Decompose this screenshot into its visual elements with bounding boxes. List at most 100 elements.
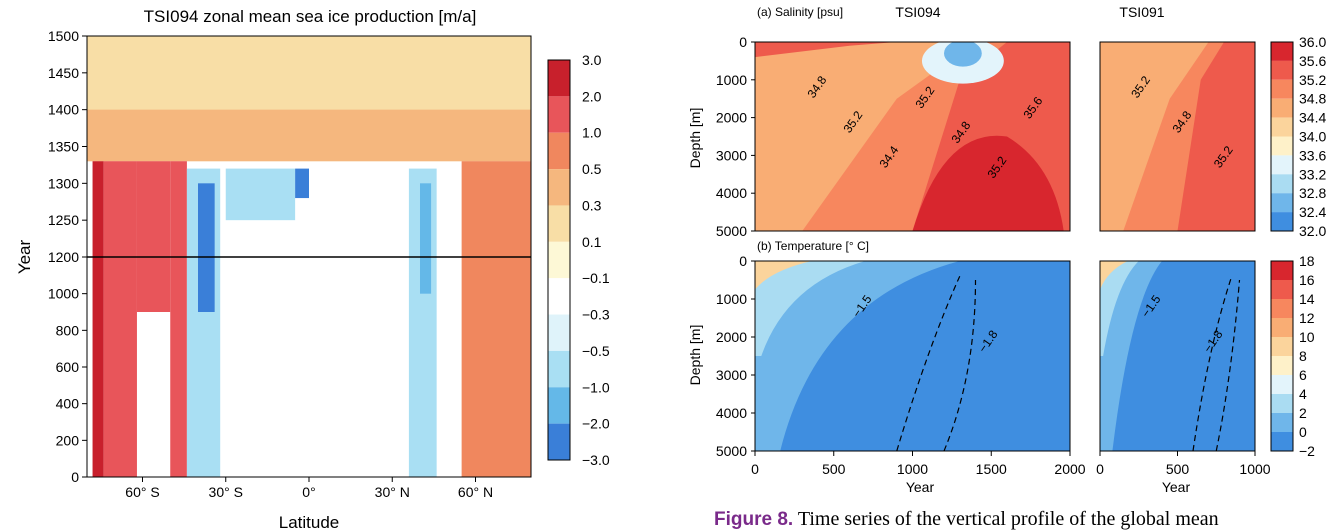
ice-region-5: [170, 161, 187, 477]
ice-region-4: [136, 161, 171, 312]
x-tick-label: 0°: [302, 484, 315, 500]
profile-colorbar-swatch: [1271, 394, 1293, 413]
y-tick-label: 1000: [48, 286, 79, 302]
temperature-band-2: [1100, 261, 1162, 451]
profile-colorbar-swatch: [1271, 155, 1293, 175]
x-tick-label: 60° N: [458, 484, 493, 500]
y-tick-label: 600: [56, 359, 80, 375]
colorbar-swatch: [548, 60, 570, 97]
profile-colorbar-label: 6: [1299, 367, 1307, 383]
depth-tick-label: 0: [739, 34, 747, 50]
x-axis: 60° S 30° S 0° 30° N 60° N: [125, 477, 493, 500]
colorbar-label: −0.3: [582, 307, 610, 323]
y-tick-label: 1500: [48, 28, 79, 44]
profile-field: [755, 261, 1070, 451]
colorbar-swatch: [548, 96, 570, 133]
y-tick-label: 1350: [48, 139, 79, 155]
colorbar-label: 0.3: [582, 197, 602, 213]
subplot-frame: [754, 41, 1071, 232]
colorbar-label: −3.0: [582, 452, 610, 468]
profile-colorbar-label: 4: [1299, 386, 1307, 402]
x-axis-label: Latitude: [279, 513, 340, 532]
salinity-core-360: [912, 135, 1064, 231]
subplot-frame: [1099, 41, 1256, 232]
colorbar-label: 0.1: [582, 234, 602, 250]
temperature-band-2: [755, 261, 960, 451]
profile-colorbar-swatch: [1271, 261, 1293, 280]
x-tick-label: 30° S: [209, 484, 243, 500]
profile-colorbar-swatch: [1271, 98, 1293, 118]
year-tick-label: 2000: [1054, 461, 1085, 477]
depth-tick-label: 0: [739, 253, 747, 269]
profile-colorbar-frame: [1270, 41, 1294, 232]
year-tick-label: 1000: [1239, 461, 1270, 477]
profile-colorbar-swatch: [1271, 174, 1293, 194]
profile-colorbar-label: 2: [1299, 405, 1307, 421]
x-axis-label-left: Year: [906, 479, 935, 495]
profile-colorbar-label: 32.4: [1299, 204, 1326, 220]
sea-ice-field: [87, 36, 531, 477]
profile-colorbar-frame: [1270, 260, 1294, 452]
profile-field: [1100, 261, 1255, 451]
profile-colorbar-swatch: [1271, 280, 1293, 299]
profile-colorbar-label: 34.4: [1299, 110, 1326, 126]
profile-colorbar-label: 34.0: [1299, 129, 1326, 145]
profile-colorbar-label: 34.8: [1299, 91, 1326, 107]
y-tick-label: 1300: [48, 175, 79, 191]
profile-colorbar-swatch: [1271, 432, 1293, 451]
colorbar-swatch: [548, 169, 570, 206]
caption-text: Time series of the vertical profile of t…: [793, 508, 1219, 530]
ice-region-12: [461, 161, 531, 477]
temperature-band-warm: [1100, 261, 1128, 290]
temperature-y-label: Depth [m]: [687, 325, 703, 386]
colorbar-frame: [547, 59, 571, 461]
colorbar: 3.0 2.0 1.0 0.5 0.3 0.1 −0.1 −0.3 −0.5 −1.0 −2.0 −3…: [547, 52, 610, 468]
profile-colorbar-label: 32.8: [1299, 185, 1326, 201]
profile-colorbar-swatch: [1271, 212, 1293, 231]
depth-tick-label: 2000: [716, 110, 747, 126]
y-tick-label: 1250: [48, 212, 79, 228]
y-axis-label: Year: [15, 239, 34, 274]
colorbar-label: −2.0: [582, 416, 610, 432]
colorbar-swatch: [548, 205, 570, 242]
colorbar-swatch: [548, 387, 570, 424]
profile-colorbar-label: 36.0: [1299, 34, 1326, 50]
profile-colorbar-label: 0: [1299, 424, 1307, 440]
depth-tick-label: 1000: [716, 72, 747, 88]
colorbar-swatch: [548, 314, 570, 351]
x-tick-label: 30° N: [375, 484, 410, 500]
colorbar-label: −0.5: [582, 343, 610, 359]
year-tick-label: 1000: [897, 461, 928, 477]
year-tick-label: 0: [1096, 461, 1104, 477]
contour-minus-1-5: [1192, 276, 1233, 451]
profile-colorbars: 36.0 35.6 35.2 34.8 34.4 34.0 33.6 33.2 32.8 32.4…: [1270, 34, 1326, 459]
profile-colorbar-swatch: [1271, 136, 1293, 156]
profile-colorbar-label: 10: [1299, 329, 1315, 345]
y-tick-label: 200: [56, 432, 80, 448]
depth-tick-label: 1000: [716, 291, 747, 307]
colorbar-swatch: [548, 350, 570, 388]
colorbar-label: 1.0: [582, 125, 602, 141]
salinity-y-label: Depth [m]: [687, 108, 703, 169]
ice-region-8: [225, 168, 296, 221]
y-tick-label: 1450: [48, 65, 79, 81]
depth-tick-label: 3000: [716, 147, 747, 163]
ice-region-1: [87, 109, 531, 162]
profile-colorbar-label: 33.6: [1299, 147, 1326, 163]
y-tick-label: 400: [56, 396, 80, 412]
colorbar-swatch: [548, 278, 570, 315]
colorbar-label: −1.0: [582, 379, 610, 395]
subplot-title-tsi094: TSI094: [895, 4, 940, 20]
colorbar-label: 0.5: [582, 161, 602, 177]
colorbar-swatch: [548, 132, 570, 170]
year-tick-label: 500: [1166, 461, 1190, 477]
contour-minus-1-8: [943, 279, 977, 451]
colorbar-swatch: [548, 241, 570, 279]
year-axis: 0 500 1000 1500 2000 0 500 1000: [751, 451, 1271, 477]
profile-colorbar-swatch: [1271, 60, 1293, 80]
ice-region-9: [295, 168, 309, 199]
colorbar-label: 3.0: [582, 52, 602, 68]
depth-tick-label: 4000: [716, 405, 747, 421]
profile-colorbar-swatch: [1271, 79, 1293, 99]
profile-colorbar-swatch: [1271, 193, 1293, 213]
